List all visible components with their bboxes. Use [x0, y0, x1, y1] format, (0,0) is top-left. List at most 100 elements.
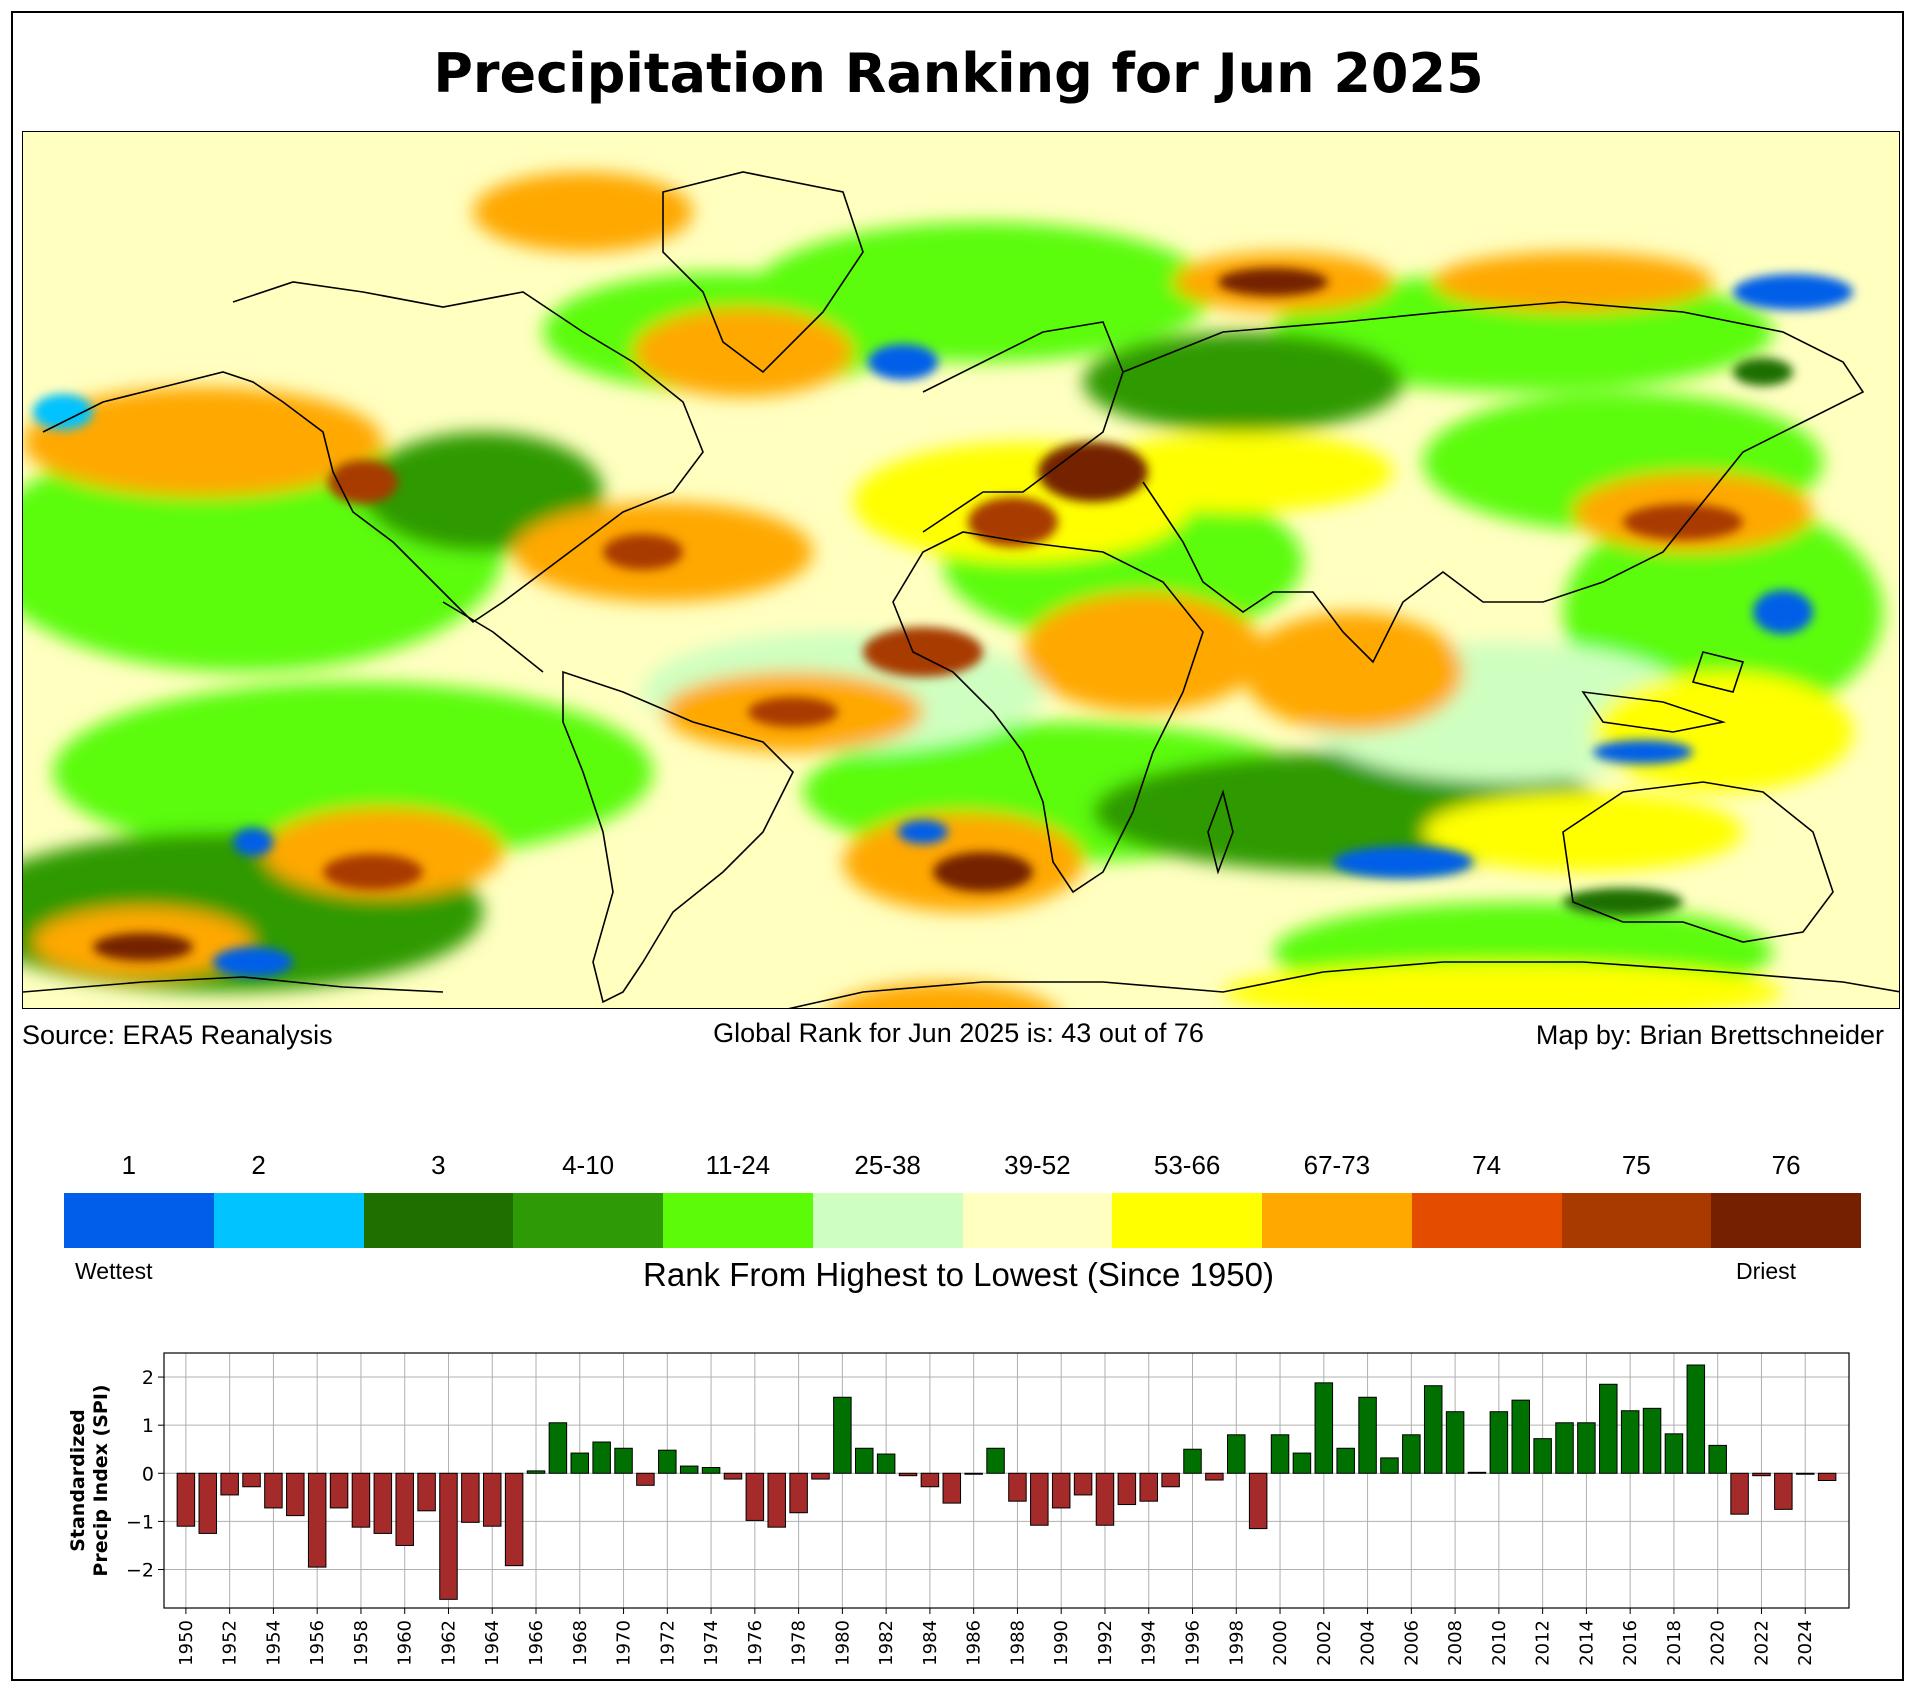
spi-bar [1292, 1452, 1312, 1474]
spi-bar [1445, 1411, 1465, 1474]
x-tick-label: 2008 [1445, 1620, 1466, 1666]
spi-bar [789, 1472, 808, 1514]
spi-bar [1205, 1472, 1224, 1481]
x-tick-label: 1960 [395, 1620, 416, 1666]
spi-bar [767, 1472, 786, 1528]
x-tick-label: 1988 [1007, 1620, 1028, 1666]
x-tick-label: 1984 [920, 1620, 941, 1666]
spi-bar [395, 1472, 414, 1546]
spi-bar [1533, 1438, 1552, 1474]
spi-bar [1270, 1434, 1290, 1474]
spi-bar [1795, 1472, 1815, 1475]
legend-bin-label: 3 [431, 1150, 446, 1180]
spi-bar [1752, 1472, 1771, 1477]
legend-bin-label: 74 [1472, 1150, 1502, 1180]
spi-bar [504, 1472, 524, 1567]
x-tick-label: 2018 [1664, 1620, 1685, 1666]
x-tick-label: 1968 [570, 1620, 591, 1666]
spi-bar [679, 1465, 699, 1474]
x-tick-label: 2022 [1751, 1620, 1772, 1666]
y-tick-label: −2 [126, 1560, 154, 1582]
spi-bar [373, 1472, 393, 1534]
spi-bar [855, 1447, 874, 1474]
spi-bar [1336, 1447, 1355, 1474]
spi-bar [658, 1449, 677, 1474]
spi-bar [942, 1472, 962, 1504]
spi-bar [1467, 1471, 1487, 1474]
spi-bar [307, 1472, 327, 1568]
spi-bar [548, 1422, 568, 1474]
spi-bar [1139, 1472, 1158, 1502]
spi-bar [898, 1472, 918, 1477]
spi-bar [1008, 1472, 1027, 1502]
credit-caption: Map by: Brian Brettschneider [1535, 1020, 1884, 1050]
spi-bar [986, 1447, 1005, 1474]
spi-bar [1248, 1472, 1268, 1530]
x-tick-label: 2016 [1620, 1620, 1641, 1666]
spi-bar [701, 1467, 721, 1474]
legend-wettest-label: Wettest [75, 1258, 153, 1284]
x-tick-label: 1954 [263, 1620, 284, 1666]
legend-bin-label: 1 [121, 1150, 137, 1180]
x-tick-label: 1982 [876, 1620, 897, 1666]
x-tick-label: 1998 [1226, 1620, 1247, 1666]
legend-bin-label: 25-38 [854, 1150, 921, 1180]
legend-title: Rank From Highest to Lowest (Since 1950) [643, 1256, 1274, 1293]
spi-bar [1051, 1472, 1071, 1509]
x-tick-label: 1986 [964, 1620, 985, 1666]
legend-bin-label: 2 [251, 1150, 266, 1180]
spi-bar [811, 1472, 830, 1480]
x-tick-label: 2002 [1314, 1620, 1335, 1666]
spi-bar [964, 1472, 983, 1475]
spi-bar [1073, 1472, 1093, 1496]
legend-bin-label: 39-52 [1004, 1150, 1071, 1180]
page-title: Precipitation Ranking for Jun 2025 [433, 42, 1484, 105]
x-tick-label: 1996 [1183, 1620, 1204, 1666]
x-tick-label: 1978 [789, 1620, 810, 1666]
x-tick-label: 1956 [307, 1620, 328, 1666]
spi-bar [1708, 1444, 1727, 1474]
spi-bar [242, 1472, 261, 1488]
x-tick-label: 2004 [1358, 1620, 1379, 1666]
x-tick-label: 1962 [438, 1620, 459, 1666]
spi-bar [723, 1472, 743, 1480]
x-tick-label: 1964 [482, 1620, 503, 1666]
source-caption: Source: ERA5 Reanalysis [22, 1020, 333, 1050]
x-tick-label: 1952 [220, 1620, 241, 1666]
spi-bar [1599, 1383, 1618, 1474]
legend-swatch [64, 1193, 214, 1248]
legend-bin-label: 67-73 [1303, 1150, 1371, 1180]
spi-bar [1664, 1433, 1684, 1474]
spi-bar [1577, 1422, 1596, 1474]
y-tick-label: 2 [142, 1367, 154, 1389]
spi-bar [1489, 1411, 1509, 1474]
x-tick-label: 1950 [176, 1620, 197, 1666]
legend-driest-label: Driest [1736, 1258, 1797, 1284]
figure-frame [11, 11, 1904, 1681]
spi-bar [636, 1472, 655, 1486]
x-tick-label: 1966 [526, 1620, 547, 1666]
plot-frame [163, 1352, 1850, 1609]
legend-bin-label: 11-24 [705, 1150, 771, 1180]
spi-bar [1642, 1407, 1662, 1474]
extreme-pattern [33, 268, 1853, 977]
x-tick-label: 1980 [832, 1620, 853, 1666]
x-tick-label: 1990 [1051, 1620, 1072, 1666]
legend-bin-label: 76 [1771, 1150, 1801, 1180]
x-tick-label: 2020 [1708, 1620, 1729, 1666]
spi-bar [1314, 1382, 1334, 1474]
spi-bar [876, 1453, 896, 1474]
x-tick-label: 2012 [1533, 1620, 1554, 1666]
x-tick-label: 1970 [614, 1620, 635, 1666]
x-tick-label: 2010 [1489, 1620, 1510, 1666]
x-tick-label: 1972 [657, 1620, 678, 1666]
legend-swatch [812, 1193, 963, 1248]
spi-bar [1030, 1472, 1049, 1526]
legend-swatch [363, 1193, 514, 1248]
spi-bar [176, 1472, 196, 1527]
spi-bar [1183, 1448, 1202, 1474]
spi-bar [1380, 1457, 1399, 1474]
spi-bar [220, 1472, 239, 1496]
spi-bar [482, 1472, 502, 1527]
